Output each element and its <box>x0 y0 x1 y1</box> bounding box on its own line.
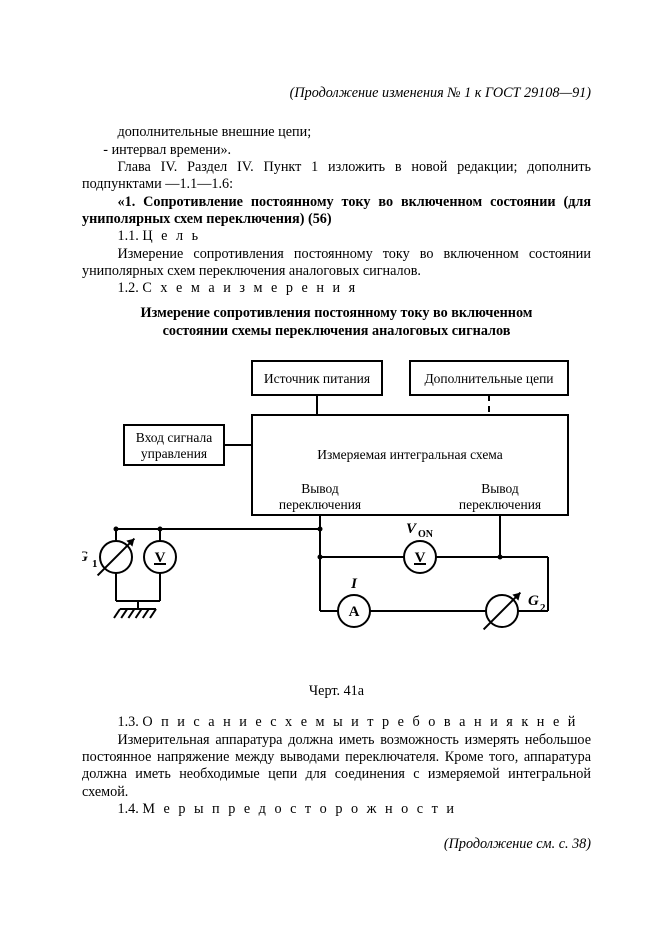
svg-text:Вывод: Вывод <box>481 481 519 496</box>
section-1-3-head: 1.3. О п и с а н и е с х е м ы и т р е б… <box>82 714 591 731</box>
svg-text:управления: управления <box>141 446 207 461</box>
diagram-title-line1: Измерение сопротивления постоянному току… <box>141 305 533 321</box>
svg-text:Вход сигнала: Вход сигнала <box>136 430 213 445</box>
body-line-1b: - интервал времени». <box>82 142 591 159</box>
body-heading-bold: «1. Сопротивление постоянному току во вк… <box>82 194 591 229</box>
section-1-2-head: 1.2. С х е м а и з м е р е н и я <box>82 280 591 297</box>
section-label: 1.1. <box>118 228 139 244</box>
section-1-1-body: Измерение сопротивления постоянному току… <box>82 246 591 281</box>
section-label: 1.3. <box>118 714 139 730</box>
diagram-title: Измерение сопротивления постоянному току… <box>82 305 591 341</box>
page-continuation-header: (Продолжение изменения № 1 к ГОСТ 29108—… <box>82 85 591 102</box>
svg-text:переключения: переключения <box>279 497 361 512</box>
diagram-title-line2: состоянии схемы переключения аналоговых … <box>163 323 511 339</box>
figure-caption: Черт. 41а <box>82 683 591 700</box>
section-1-3-body: Измерительная аппаратура должна иметь во… <box>82 732 591 801</box>
body-para-2: Глава IV. Раздел IV. Пункт 1 изложить в … <box>82 159 591 194</box>
page-continuation-footer: (Продолжение см. с. 38) <box>82 836 591 853</box>
section-label: 1.2. <box>118 280 139 296</box>
svg-text:ON: ON <box>418 529 434 540</box>
svg-text:G: G <box>82 549 88 565</box>
body-line-1a: дополнительные внешние цепи; <box>82 124 591 141</box>
svg-text:Измеряемая интегральная схема: Измеряемая интегральная схема <box>317 447 503 462</box>
section-1-4-head: 1.4. М е р ы п р е д о с т о р о ж н о с… <box>82 801 591 818</box>
section-label: 1.4. <box>118 801 139 817</box>
svg-text:I: I <box>350 576 358 592</box>
svg-text:V: V <box>406 521 418 537</box>
section-title: Ц е л ь <box>142 228 200 244</box>
svg-text:Источник питания: Источник питания <box>264 371 370 386</box>
svg-text:G: G <box>528 593 539 609</box>
circuit-diagram: Источник питания Дополнительные цепи Вход … <box>82 353 591 673</box>
svg-text:Дополнительные цепи: Дополнительные цепи <box>424 371 553 386</box>
svg-text:переключения: переключения <box>459 497 541 512</box>
svg-text:A: A <box>349 604 360 620</box>
svg-text:Вывод: Вывод <box>301 481 339 496</box>
section-title: М е р ы п р е д о с т о р о ж н о с т и <box>142 801 456 817</box>
svg-text:2: 2 <box>540 602 546 614</box>
svg-text:1: 1 <box>92 558 98 570</box>
section-title: С х е м а и з м е р е н и я <box>142 280 357 296</box>
section-title: О п и с а н и е с х е м ы и т р е б о в … <box>142 714 578 730</box>
section-1-1-head: 1.1. Ц е л ь <box>82 228 591 245</box>
